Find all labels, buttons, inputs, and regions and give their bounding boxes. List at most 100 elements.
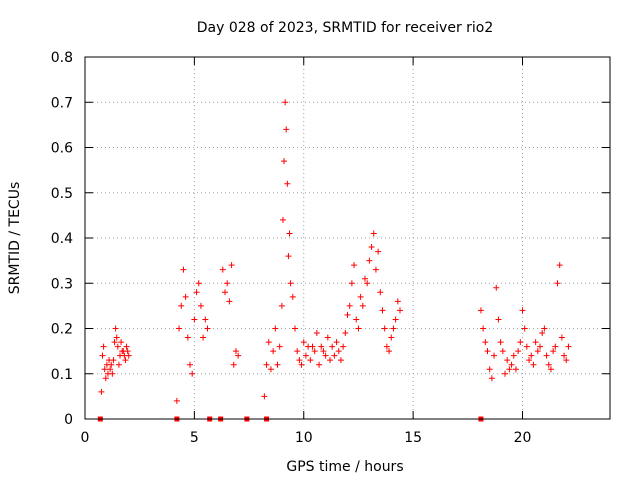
data-point (187, 361, 193, 368)
data-point (541, 325, 548, 332)
data-point (515, 348, 522, 355)
y-tick-label: 0.6 (51, 141, 73, 157)
data-point (324, 334, 331, 341)
data-point (510, 352, 517, 359)
data-point (261, 393, 268, 400)
chart-title: Day 028 of 2023, SRMTID for receiver rio… (197, 20, 494, 36)
data-point (502, 370, 508, 377)
data-point (109, 370, 116, 377)
data-point (263, 361, 270, 368)
data-point (537, 343, 543, 350)
data-point (176, 325, 183, 332)
data-point (353, 316, 360, 323)
data-point (355, 325, 362, 332)
data-point (189, 370, 196, 377)
data-point (281, 158, 288, 165)
data-point (279, 216, 286, 223)
data-point (550, 348, 557, 355)
data-point (366, 257, 373, 264)
data-point (294, 348, 301, 355)
data-point (313, 330, 320, 337)
data-point (114, 343, 121, 350)
data-point (519, 307, 526, 314)
data-point (351, 262, 358, 269)
data-point (298, 361, 305, 368)
data-point (219, 266, 226, 273)
data-point (532, 339, 539, 346)
data-point (182, 293, 189, 300)
data-point (547, 366, 554, 373)
data-point (497, 339, 504, 346)
data-point (278, 302, 285, 309)
data-point (112, 325, 119, 332)
data-point (191, 316, 198, 323)
data-point (232, 348, 239, 355)
data-point (512, 366, 519, 373)
data-point (484, 348, 491, 355)
data-point (300, 339, 307, 346)
data-point (477, 307, 484, 314)
data-point (296, 357, 303, 364)
data-point (318, 343, 325, 350)
data-point (311, 348, 318, 355)
data-point (322, 352, 329, 359)
data-point (122, 357, 129, 364)
data-point (495, 316, 502, 323)
data-point (200, 334, 207, 341)
data-point (316, 361, 323, 368)
axes-layer: 0 0.1 0.2 0.3 0.4 0.5 0.6 0.7 0.8 0 5 10 15 20 (51, 50, 610, 446)
data-point (274, 361, 281, 368)
data-point (344, 311, 351, 318)
data-point (565, 343, 572, 350)
y-tick-label: 0.2 (51, 322, 73, 338)
data-point (123, 343, 130, 350)
data-point (111, 339, 118, 346)
data-point (193, 289, 200, 296)
data-point (377, 289, 384, 296)
data-point (333, 339, 340, 346)
data-point (504, 357, 511, 364)
data-point (99, 352, 106, 359)
data-point (388, 334, 395, 341)
data-point (107, 366, 114, 373)
data-point (488, 375, 495, 382)
data-point (370, 230, 377, 237)
x-axis-title: GPS time / hours (286, 459, 403, 475)
data-point (267, 366, 274, 373)
y-tick-label: 0 (64, 412, 73, 428)
data-point (226, 298, 233, 305)
data-point (100, 343, 107, 350)
data-point (362, 275, 368, 282)
data-point (359, 302, 366, 309)
data-point (327, 357, 333, 364)
data-point (331, 352, 338, 359)
data-point (108, 361, 115, 368)
data-point (222, 289, 228, 296)
data-point (320, 348, 327, 355)
data-point (289, 293, 296, 300)
data-point (558, 334, 565, 341)
data-point (272, 325, 279, 332)
data-point (348, 280, 355, 287)
data-point (543, 352, 550, 359)
y-tick-label: 0.7 (51, 95, 73, 111)
data-point (283, 126, 290, 133)
data-point (346, 302, 353, 309)
data-point (397, 307, 403, 314)
data-point (184, 334, 191, 341)
data-point (480, 325, 487, 332)
data-point (357, 293, 364, 300)
data-point (110, 357, 117, 364)
data-point (379, 307, 386, 314)
data-point (286, 230, 293, 237)
data-point (506, 366, 513, 373)
data-point (329, 343, 336, 350)
data-point (530, 361, 537, 368)
data-point (539, 330, 546, 337)
data-point (523, 343, 530, 350)
data-point (118, 339, 125, 346)
data-point (287, 280, 294, 287)
data-point (173, 397, 180, 404)
